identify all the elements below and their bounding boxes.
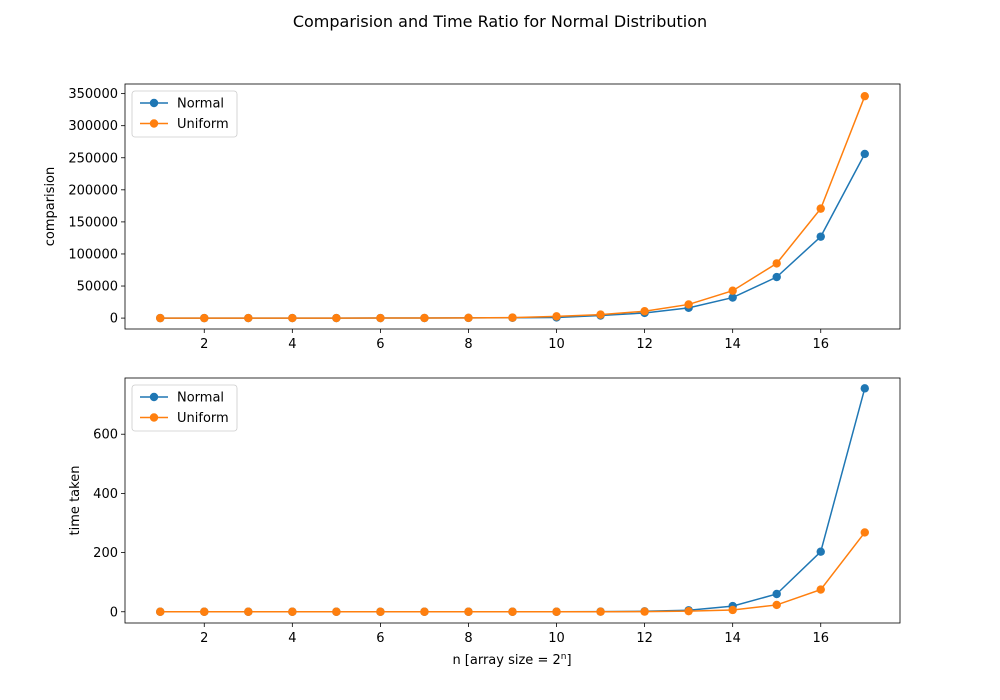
x-axis-label: n [array size = 2n] [452, 652, 571, 668]
y-tick-label: 0 [110, 312, 118, 327]
x-tick-label: 4 [288, 631, 296, 646]
data-point-uniform [596, 607, 605, 616]
data-point-uniform [376, 607, 385, 616]
y-tick-label: 400 [93, 487, 118, 502]
legend-label: Uniform [177, 411, 229, 426]
x-tick-label: 16 [812, 631, 829, 646]
data-point-uniform [640, 307, 649, 316]
data-point-uniform [728, 605, 737, 615]
data-point-uniform [332, 607, 341, 616]
data-point-uniform [200, 607, 209, 616]
data-point-uniform [640, 607, 649, 616]
data-point-uniform [464, 607, 473, 616]
data-point-uniform [288, 313, 297, 323]
series-line-normal [160, 388, 866, 613]
legend-marker [149, 98, 159, 108]
legend-label: Normal [177, 97, 224, 112]
data-point-normal [816, 232, 825, 241]
x-tick-label: 10 [548, 631, 565, 646]
data-point-uniform [728, 286, 737, 295]
x-tick-label: 2 [200, 631, 208, 646]
x-tick-label: 14 [724, 337, 741, 352]
x-tick-label: 2 [200, 337, 208, 352]
data-point-normal [772, 272, 781, 282]
y-tick-label: 600 [93, 428, 118, 443]
data-point-uniform [596, 310, 605, 319]
data-point-uniform [860, 91, 869, 101]
axes-frame [124, 83, 901, 330]
data-point-uniform [200, 313, 209, 323]
data-point-uniform [420, 313, 429, 323]
comparison-subplot: 2 4 6 8 10 12 14 16 0 50000 100000 150000 200000 2500… [43, 83, 901, 352]
legend-marker [149, 392, 159, 402]
x-axis-label-close: ] [566, 653, 571, 668]
data-point-normal [728, 293, 737, 302]
legend-marker [149, 119, 159, 128]
x-axis-label-main: n [array size = 2 [452, 653, 560, 668]
y-tick-label: 300000 [68, 119, 118, 134]
data-point-uniform [684, 300, 693, 309]
data-point-uniform [464, 313, 473, 323]
x-tick-label: 4 [288, 337, 296, 352]
data-point-normal [772, 589, 781, 599]
series-line-uniform [160, 532, 866, 613]
y-tick-label: 200 [93, 546, 118, 561]
series-line-normal [160, 153, 866, 319]
data-point-uniform [156, 313, 165, 323]
data-point-uniform [376, 313, 385, 323]
legend-label: Normal [177, 391, 224, 406]
x-tick-label: 14 [724, 631, 741, 646]
data-point-uniform [244, 607, 253, 616]
x-axis-label-superscript: n [561, 652, 567, 662]
y-tick-label: 350000 [68, 87, 118, 102]
data-point-uniform [816, 204, 825, 213]
legend-marker [149, 413, 159, 422]
data-point-uniform [772, 600, 781, 610]
data-point-uniform [860, 528, 869, 537]
y-tick-label: 150000 [68, 215, 118, 230]
y-tick-label: 50000 [77, 280, 118, 295]
data-point-uniform [508, 607, 517, 616]
data-point-normal [816, 547, 825, 556]
data-point-uniform [684, 606, 693, 616]
data-point-normal [860, 149, 869, 159]
y-tick-label: 0 [110, 605, 118, 620]
x-tick-label: 6 [376, 337, 384, 352]
y-tick-label: 200000 [68, 183, 118, 198]
y-tick-label: 250000 [68, 151, 118, 166]
data-point-uniform [508, 313, 517, 322]
data-point-uniform [244, 313, 253, 323]
x-tick-label: 12 [636, 337, 653, 352]
x-tick-label: 8 [464, 337, 472, 352]
x-tick-label: 10 [548, 337, 565, 352]
legend-label: Uniform [177, 117, 229, 132]
data-point-uniform [816, 585, 825, 594]
x-tick-label: 16 [812, 337, 829, 352]
x-tick-label: 8 [464, 631, 472, 646]
y-tick-label: 100000 [68, 247, 118, 262]
y-axis-label: time taken [68, 466, 83, 536]
data-point-uniform [332, 313, 341, 323]
figure-suptitle: Comparision and Time Ratio for Normal Di… [293, 12, 707, 31]
x-tick-label: 6 [376, 631, 384, 646]
data-point-uniform [552, 312, 561, 321]
data-point-uniform [772, 259, 781, 268]
data-point-uniform [156, 607, 165, 616]
y-axis-label: comparision [43, 167, 58, 247]
axes-frame [124, 377, 901, 624]
data-point-uniform [552, 607, 561, 616]
data-point-normal [860, 384, 869, 393]
data-point-uniform [288, 607, 297, 616]
x-tick-label: 12 [636, 631, 653, 646]
data-point-uniform [420, 607, 429, 616]
time-subplot: 2 4 6 8 10 12 14 16 0 200 400 600 time taken Normal Un… [68, 377, 901, 646]
